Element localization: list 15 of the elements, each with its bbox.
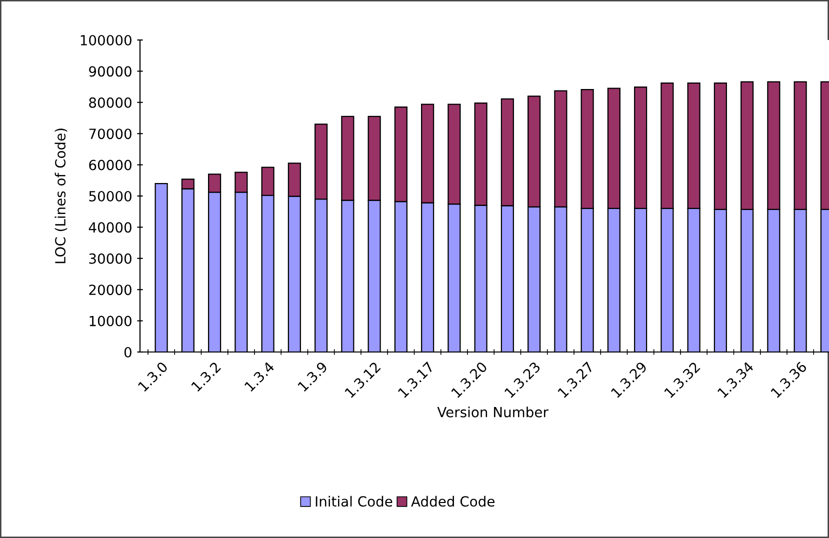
y-tick-label: 70000 (89, 128, 132, 140)
y-tick-label: 10000 (90, 316, 132, 326)
y-tick-label: 0 (124, 346, 132, 358)
y-tick-label: 80000 (89, 97, 132, 108)
y-tick-label: 50000 (89, 190, 132, 202)
y-tick-label: 20000 (89, 284, 132, 296)
y-tick-label: 90000 (89, 66, 132, 77)
y-tick-label: 100000 (80, 34, 132, 46)
legend-label: Added Code (411, 496, 494, 507)
y-tick-label: 60000 (89, 160, 132, 170)
y-tick-label: 40000 (88, 222, 132, 233)
y-tick-label: 30000 (89, 253, 132, 264)
x-axis-title: Version Number (437, 406, 548, 418)
legend-label: Initial Code (316, 496, 392, 507)
y-axis-title: LOC (Lines of Code) (54, 128, 68, 264)
